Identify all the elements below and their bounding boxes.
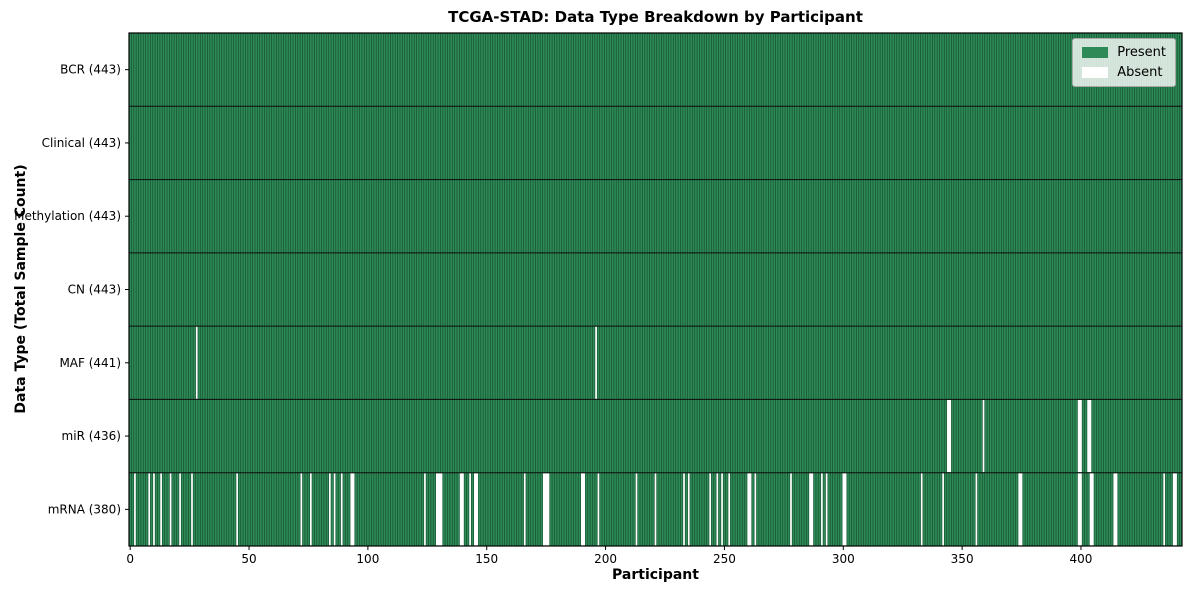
present-swatch-icon — [1082, 47, 1109, 58]
absent-cell-mRNA — [942, 473, 944, 546]
absent-cell-mRNA — [687, 473, 690, 546]
absent-cell-mRNA — [1077, 473, 1082, 546]
absent-cell-mRNA — [728, 473, 731, 546]
absent-cell-mRNA — [1018, 473, 1023, 546]
x-tick-label: 250 — [713, 552, 736, 566]
absent-cell-mRNA — [459, 473, 464, 546]
absent-cell-mRNA — [683, 473, 685, 546]
absent-cell-mRNA — [542, 473, 550, 546]
x-axis-label: Participant — [612, 567, 699, 583]
absent-cell-mRNA — [975, 473, 978, 546]
absent-cell-mRNA — [635, 473, 638, 546]
absent-cell-mRNA — [1089, 473, 1094, 546]
absent-cell-miR — [1077, 400, 1082, 473]
x-tick-label: 400 — [1070, 552, 1093, 566]
absent-cell-mRNA — [709, 473, 712, 546]
absent-cell-miR — [1087, 400, 1092, 473]
y-tick-label: CN (443) — [68, 283, 121, 297]
absent-cell-mRNA — [842, 473, 847, 546]
legend-entry-present: Present — [1082, 45, 1166, 60]
legend-entry-absent: Absent — [1082, 65, 1166, 80]
absent-cell-mRNA — [809, 473, 814, 546]
y-tick-label: mRNA (380) — [48, 502, 121, 516]
absent-cell-mRNA — [474, 473, 479, 546]
absent-cell-MAF — [595, 326, 597, 399]
y-tick-label: miR (436) — [62, 429, 121, 443]
x-tick-label: 0 — [126, 552, 134, 566]
absent-cell-mRNA — [191, 473, 193, 546]
absent-cell-mRNA — [340, 473, 343, 546]
absent-swatch-icon — [1082, 67, 1109, 78]
y-tick-label: Methylation (443) — [14, 209, 121, 223]
y-tick-label: MAF (441) — [59, 356, 121, 370]
x-tick-label: 100 — [356, 552, 379, 566]
absent-cell-mRNA — [654, 473, 657, 546]
absent-cell-mRNA — [469, 473, 471, 546]
absent-cell-mRNA — [310, 473, 312, 546]
x-tick-label: 150 — [475, 552, 498, 566]
absent-cell-mRNA — [169, 473, 172, 546]
x-tick-label: 200 — [594, 552, 617, 566]
absent-cell-mRNA — [236, 473, 238, 546]
absent-cell-mRNA — [716, 473, 719, 546]
legend-label-absent: Absent — [1117, 65, 1163, 80]
absent-cell-mRNA — [825, 473, 828, 546]
present-field — [129, 33, 1182, 546]
absent-cell-mRNA — [721, 473, 723, 546]
absent-cell-mRNA — [300, 473, 303, 546]
absent-cell-mRNA — [1172, 473, 1177, 546]
legend-label-present: Present — [1117, 45, 1166, 60]
x-tick-label: 300 — [832, 552, 855, 566]
absent-cell-MAF — [195, 326, 198, 399]
absent-cell-miR — [947, 400, 952, 473]
absent-cell-mRNA — [580, 473, 586, 546]
absent-cell-mRNA — [790, 473, 792, 546]
absent-cell-mRNA — [350, 473, 355, 546]
y-tick-label: BCR (443) — [60, 63, 121, 77]
absent-cell-mRNA — [179, 473, 181, 546]
absent-cell-mRNA — [148, 473, 151, 546]
absent-cell-mRNA — [134, 473, 136, 546]
y-tick-label: Clinical (443) — [42, 136, 121, 150]
absent-cell-mRNA — [160, 473, 162, 546]
x-tick-label: 50 — [241, 552, 256, 566]
chart-title: TCGA-STAD: Data Type Breakdown by Partic… — [448, 8, 863, 26]
absent-cell-miR — [982, 400, 985, 473]
absent-cell-mRNA — [424, 473, 426, 546]
absent-cell-mRNA — [333, 473, 336, 546]
x-tick-label: 350 — [951, 552, 974, 566]
absent-cell-mRNA — [523, 473, 526, 546]
absent-cell-mRNA — [1163, 473, 1166, 546]
absent-cell-mRNA — [920, 473, 923, 546]
absent-cell-mRNA — [329, 473, 331, 546]
absent-cell-mRNA — [597, 473, 600, 546]
absent-cell-mRNA — [754, 473, 757, 546]
absent-cell-mRNA — [747, 473, 752, 546]
absent-cell-mRNA — [821, 473, 823, 546]
absent-cell-mRNA — [1113, 473, 1118, 546]
legend: Present Absent — [1072, 38, 1176, 87]
absent-cell-mRNA — [153, 473, 155, 546]
absent-cell-mRNA — [435, 473, 443, 546]
